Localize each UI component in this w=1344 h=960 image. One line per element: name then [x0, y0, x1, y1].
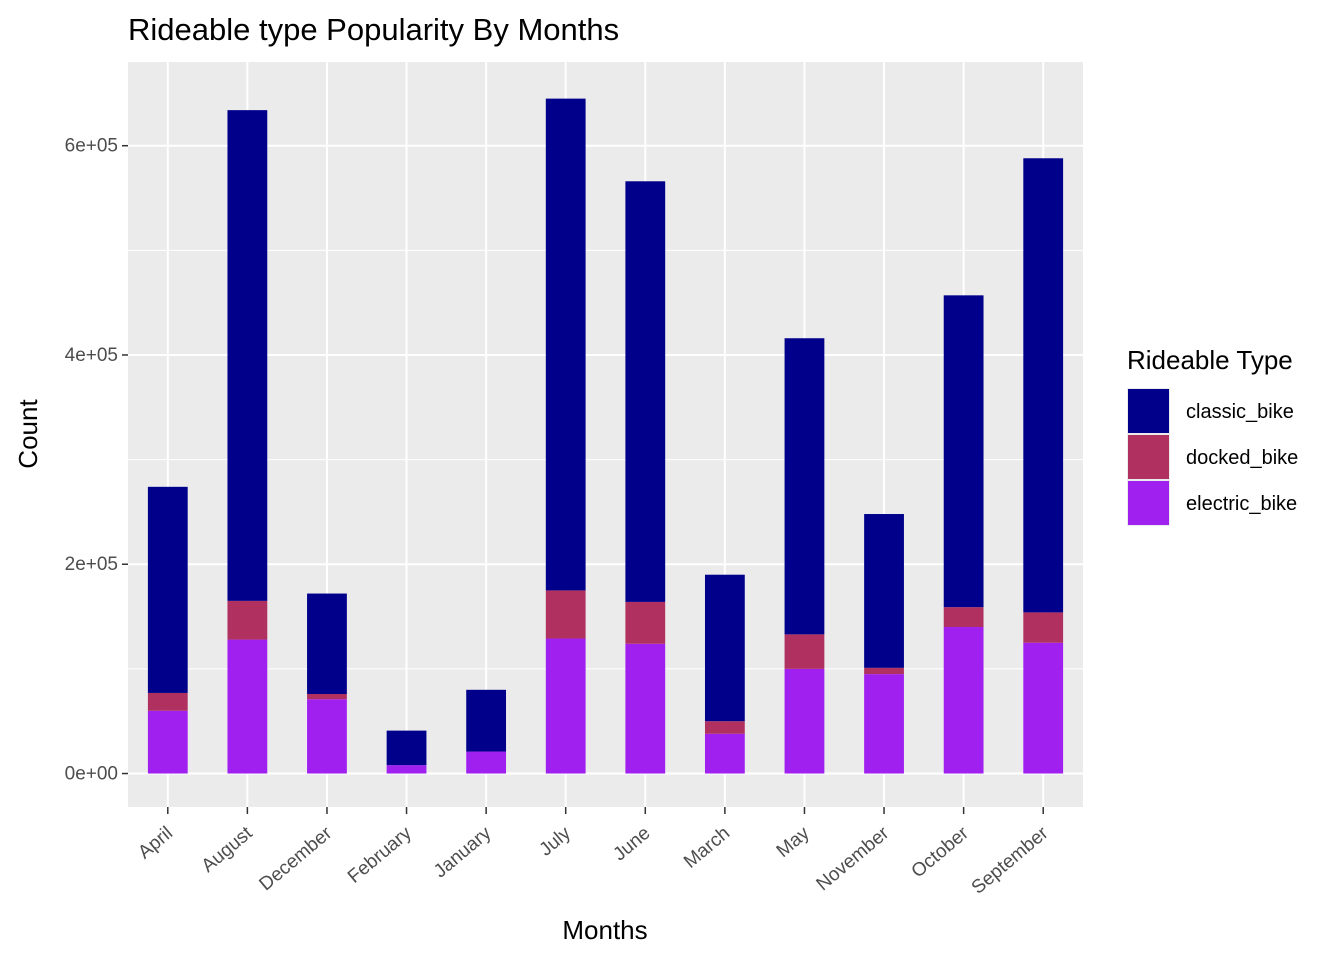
plot-panel	[128, 62, 1083, 807]
bar-docked_bike-november	[864, 667, 904, 675]
x-tick-label: August	[198, 822, 257, 877]
bar-docked_bike-august	[227, 600, 268, 640]
legend-label: electric_bike	[1186, 493, 1297, 515]
grid-minor	[128, 249, 1083, 670]
bar-classic_bike-march	[704, 574, 745, 722]
bars	[147, 98, 1064, 774]
x-tick-label: October	[908, 822, 974, 882]
bar-classic_bike-september	[1023, 158, 1064, 613]
bar-docked_bike-march	[704, 721, 745, 734]
x-tick-label: January	[430, 822, 496, 882]
bar-docked_bike-july	[545, 590, 586, 639]
bar-docked_bike-april	[147, 692, 188, 711]
legend-swatch-electric_bike	[1128, 481, 1169, 525]
bar-electric_bike-october	[943, 627, 984, 774]
bar-electric_bike-april	[147, 710, 188, 774]
x-tick-label: November	[813, 822, 894, 895]
bar-docked_bike-may	[784, 634, 825, 669]
bar-docked_bike-september	[1023, 612, 1064, 643]
x-tick-label: March	[680, 823, 734, 873]
y-tick-label: 6e+05	[65, 136, 118, 157]
legend-swatch-docked_bike	[1128, 435, 1169, 479]
legend: Rideable Type classic_bike docked_bikeele…	[1127, 345, 1298, 526]
bar-electric_bike-june	[625, 643, 666, 774]
legend-label: docked_bike	[1186, 447, 1298, 469]
bar-docked_bike-october	[943, 607, 984, 628]
x-tick-label: June	[609, 823, 654, 866]
y-tick-label: 2e+05	[65, 554, 118, 575]
bar-electric_bike-january	[466, 751, 507, 774]
y-axis-title: Count	[13, 399, 43, 469]
bar-classic_bike-november	[864, 514, 904, 668]
x-tick-label: September	[968, 822, 1053, 898]
y-axis: 0e+00 2e+05 4e+05 6e+05	[65, 136, 128, 785]
legend-title: Rideable Type	[1127, 345, 1293, 375]
y-tick-label: 4e+05	[65, 345, 118, 366]
bar-classic_bike-july	[545, 98, 586, 591]
x-tick-label: December	[256, 822, 337, 895]
bar-classic_bike-january	[466, 689, 507, 752]
x-tick-label: February	[344, 822, 416, 887]
bar-classic_bike-december	[307, 593, 347, 694]
bar-docked_bike-june	[625, 601, 666, 644]
x-tick-label: April	[134, 823, 177, 864]
bar-electric_bike-february	[386, 765, 427, 774]
bar-electric_bike-september	[1023, 642, 1064, 774]
bar-classic_bike-august	[227, 110, 268, 601]
bar-electric_bike-november	[864, 674, 904, 774]
bar-classic_bike-may	[784, 338, 825, 635]
bar-electric_bike-may	[784, 668, 825, 774]
bar-docked_bike-december	[307, 693, 347, 700]
bar-classic_bike-february	[386, 730, 427, 766]
bar-electric_bike-july	[545, 638, 586, 774]
x-tick-label: July	[536, 822, 576, 860]
legend-swatch-classic_bike	[1128, 389, 1169, 433]
bar-classic_bike-june	[625, 181, 666, 602]
chart-title: Rideable type Popularity By Months	[128, 12, 619, 47]
x-tick-label: May	[773, 822, 814, 861]
x-axis-title: Months	[562, 915, 647, 945]
bar-electric_bike-december	[307, 699, 347, 774]
y-tick-label: 0e+00	[65, 764, 118, 785]
bar-electric_bike-march	[704, 733, 745, 774]
bar-electric_bike-august	[227, 639, 268, 774]
legend-label: classic_bike	[1186, 401, 1294, 423]
bar-classic_bike-october	[943, 295, 984, 608]
bar-classic_bike-april	[147, 486, 188, 693]
